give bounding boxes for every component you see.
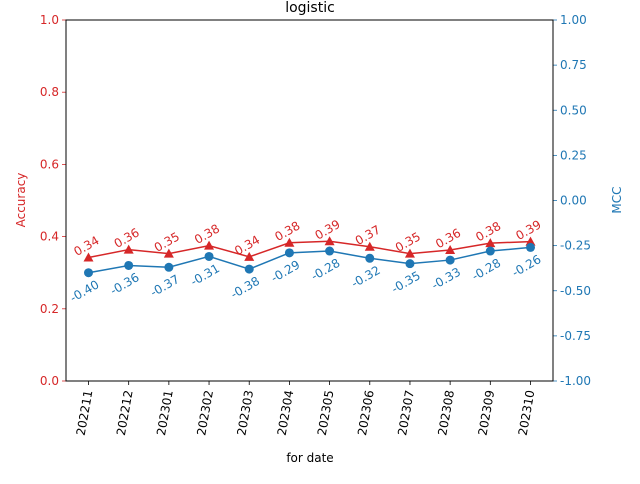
y2-tick-label: 0.25 [560, 148, 587, 162]
chart-title: logistic [285, 0, 335, 16]
x-tick-label: 202301 [154, 389, 176, 437]
mcc-data-label: -0.28 [469, 256, 503, 284]
accuracy-point [485, 238, 496, 248]
mcc-point [365, 253, 375, 263]
y2-tick-label: -0.25 [560, 239, 591, 253]
mcc-point [405, 259, 415, 269]
mcc-point [485, 246, 495, 256]
x-tick-label: 202310 [516, 389, 538, 437]
x-tick-label: 202305 [315, 389, 337, 437]
mcc-data-label: -0.37 [148, 272, 182, 300]
mcc-point [526, 242, 535, 252]
mcc-data-label: -0.29 [268, 258, 302, 286]
mcc-data-label: -0.35 [389, 268, 423, 296]
accuracy-point [324, 236, 335, 246]
accuracy-point [204, 240, 215, 250]
x-tick-label: 202304 [275, 389, 297, 437]
mcc-point [84, 268, 93, 278]
accuracy-data-label: 0.38 [473, 219, 503, 244]
accuracy-data-label: 0.39 [513, 217, 543, 242]
x-tick-label: 202212 [114, 389, 136, 437]
mcc-data-label: -0.36 [108, 270, 142, 298]
accuracy-data-label: 0.38 [272, 219, 302, 244]
mcc-data-label: -0.31 [188, 261, 222, 289]
mcc-data-label: -0.32 [349, 263, 383, 291]
mcc-data-label: -0.33 [429, 265, 463, 293]
mcc-data-label: -0.38 [228, 274, 262, 302]
accuracy-point [284, 237, 295, 247]
y2-tick-label: -1.00 [560, 374, 591, 388]
mcc-data-label: -0.40 [68, 277, 102, 305]
mcc-data-label: -0.26 [510, 252, 544, 280]
accuracy-data-label: 0.34 [71, 233, 101, 258]
accuracy-data-label: 0.39 [313, 217, 343, 242]
mcc-point [445, 255, 455, 265]
y-axis-label: Accuracy [14, 173, 28, 228]
accuracy-data-label: 0.38 [192, 221, 222, 246]
x-tick-label: 202308 [435, 389, 457, 437]
accuracy-point [83, 252, 94, 262]
accuracy-point [404, 248, 415, 258]
y-tick-label: 0.8 [40, 85, 59, 99]
mcc-line [88, 246, 531, 274]
y2-tick-label: 1.00 [560, 13, 587, 27]
accuracy-data-label: 0.36 [112, 225, 142, 250]
mcc-point [325, 246, 335, 256]
chart-series: 0.34 0.36 0.35 0.38 0.340.38 0.39 0.37 0.35 0.36… [68, 217, 544, 305]
y2-tick-label: 0.00 [560, 194, 587, 208]
y-tick-label: 0.4 [40, 230, 59, 244]
x-tick-label: 202307 [395, 389, 417, 437]
accuracy-data-label: 0.35 [152, 229, 182, 254]
accuracy-line [88, 240, 531, 259]
y-tick-label: 0.6 [40, 157, 59, 171]
y-tick-label: 1.0 [40, 13, 59, 27]
mcc-data-label: -0.28 [309, 256, 343, 284]
mcc-point [204, 251, 214, 261]
x-tick-label: 202306 [355, 389, 377, 437]
accuracy-point [364, 241, 375, 251]
accuracy-data-label: 0.35 [393, 229, 423, 254]
accuracy-point [244, 251, 255, 261]
accuracy-point [123, 244, 134, 254]
y2-tick-label: 0.50 [560, 103, 587, 117]
y-tick-label: 0.0 [40, 374, 59, 388]
accuracy-data-label: 0.37 [353, 223, 383, 248]
x-tick-label: 202302 [194, 389, 216, 437]
plot-frame [65, 19, 554, 382]
y2-tick-label: -0.75 [560, 329, 591, 343]
y2-tick-label: 0.75 [560, 58, 587, 72]
mcc-point [244, 264, 254, 274]
mcc-point [164, 262, 174, 272]
x-tick-label: 202303 [234, 389, 256, 437]
accuracy-point [163, 248, 174, 258]
mcc-point [124, 260, 134, 270]
y-tick-label: 0.2 [40, 302, 59, 316]
y2-tick-label: -0.50 [560, 284, 591, 298]
x-tick-label: 202211 [74, 389, 96, 437]
accuracy-point [525, 236, 536, 246]
y2-axis-label: MCC [610, 186, 624, 213]
mcc-point [284, 248, 294, 258]
x-axis-label: for date [286, 451, 333, 465]
accuracy-data-label: 0.36 [433, 226, 463, 251]
x-tick-label: 202309 [476, 389, 498, 437]
accuracy-point [445, 244, 456, 254]
chart-axes: 202211 202212 202301 202302 202303 202304 2023… [40, 13, 591, 437]
